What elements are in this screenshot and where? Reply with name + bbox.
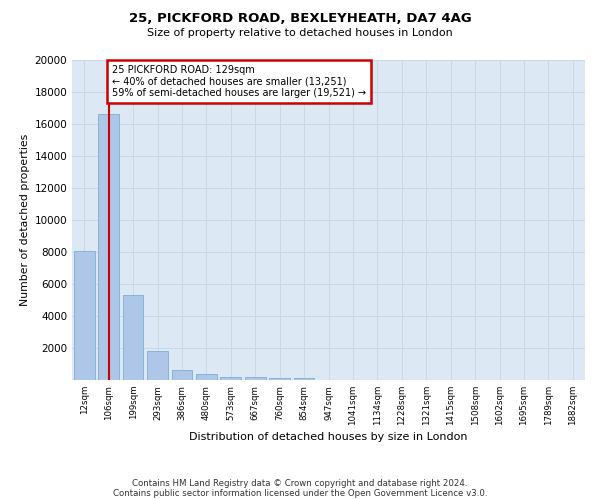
Bar xyxy=(196,374,217,380)
Y-axis label: Number of detached properties: Number of detached properties xyxy=(20,134,30,306)
Bar xyxy=(172,370,193,380)
Text: Size of property relative to detached houses in London: Size of property relative to detached ho… xyxy=(147,28,453,38)
Text: 25 PICKFORD ROAD: 129sqm
← 40% of detached houses are smaller (13,251)
59% of se: 25 PICKFORD ROAD: 129sqm ← 40% of detach… xyxy=(112,65,365,98)
X-axis label: Distribution of detached houses by size in London: Distribution of detached houses by size … xyxy=(189,432,468,442)
Bar xyxy=(74,251,95,380)
Text: Contains HM Land Registry data © Crown copyright and database right 2024.: Contains HM Land Registry data © Crown c… xyxy=(132,478,468,488)
Bar xyxy=(147,351,168,380)
Bar xyxy=(220,377,241,380)
Bar xyxy=(122,295,143,380)
Bar xyxy=(293,378,314,380)
Text: Contains public sector information licensed under the Open Government Licence v3: Contains public sector information licen… xyxy=(113,488,487,498)
Text: 25, PICKFORD ROAD, BEXLEYHEATH, DA7 4AG: 25, PICKFORD ROAD, BEXLEYHEATH, DA7 4AG xyxy=(128,12,472,26)
Bar xyxy=(269,378,290,380)
Bar xyxy=(245,378,266,380)
Bar xyxy=(98,114,119,380)
